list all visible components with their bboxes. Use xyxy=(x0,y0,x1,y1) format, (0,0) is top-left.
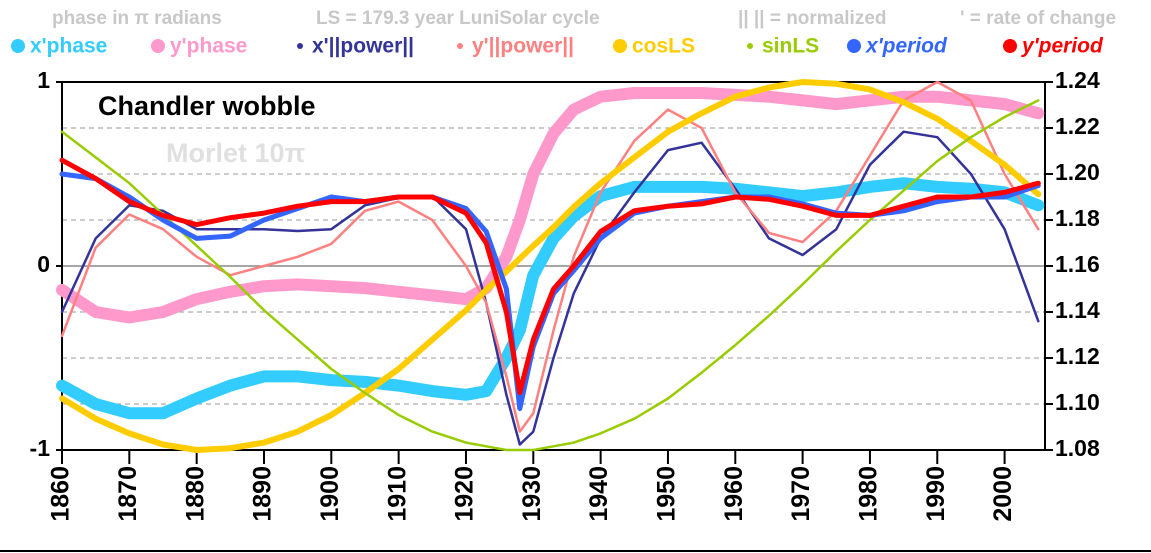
y2-tick-label: 1.16 xyxy=(1055,251,1100,277)
x-tick-label: 1910 xyxy=(383,466,411,522)
y-tick-label: -1 xyxy=(30,435,51,461)
x-tick-label: 1870 xyxy=(114,466,142,522)
legend-label: x'period xyxy=(865,35,948,58)
legend-marker xyxy=(151,39,165,53)
x-tick-label: 1960 xyxy=(720,466,748,522)
series-line xyxy=(60,80,1040,433)
header-note: LS = 179.3 year LuniSolar cycle xyxy=(316,8,600,29)
legend-label: y'phase xyxy=(170,35,247,58)
x-tick-label: 1940 xyxy=(585,466,613,522)
header-note: || || = normalized xyxy=(738,8,887,29)
legend-marker xyxy=(747,43,753,49)
legend-label: x'||power|| xyxy=(312,35,414,58)
legend-label: cosLS xyxy=(632,35,695,58)
y2-tick-label: 1.18 xyxy=(1055,205,1100,231)
legend-label: x'phase xyxy=(30,35,107,58)
y-tick-label: 1 xyxy=(37,67,50,93)
legend-marker xyxy=(613,39,627,53)
y2-tick-label: 1.20 xyxy=(1055,159,1100,185)
y2-tick-label: 1.12 xyxy=(1055,343,1100,369)
x-tick-label: 2000 xyxy=(989,466,1017,522)
header-note: ' = rate of change xyxy=(960,8,1116,29)
x-tick-label: 1970 xyxy=(787,466,815,522)
x-tick-label: 1980 xyxy=(855,466,883,522)
y2-tick-label: 1.08 xyxy=(1055,435,1100,461)
series-line xyxy=(60,99,1040,452)
x-tick-label: 1920 xyxy=(451,466,479,522)
y2-tick-label: 1.14 xyxy=(1055,297,1100,323)
x-tick-label: 1990 xyxy=(922,466,950,522)
legend-marker xyxy=(1003,39,1017,53)
y-tick-label: 0 xyxy=(37,251,50,277)
x-tick-label: 1950 xyxy=(653,466,681,522)
series-line xyxy=(59,157,1041,395)
legend-marker xyxy=(457,43,463,49)
x-tick-label: 1880 xyxy=(181,466,209,522)
legend-label: y'period xyxy=(1021,35,1104,58)
legend-label: y'||power|| xyxy=(472,35,574,58)
legend-marker xyxy=(297,43,303,49)
y2-tick-label: 1.24 xyxy=(1055,67,1100,93)
legend-marker xyxy=(11,39,25,53)
x-tick-label: 1930 xyxy=(518,466,546,522)
x-tick-label: 1900 xyxy=(316,466,344,522)
y2-tick-label: 1.10 xyxy=(1055,389,1100,415)
annotation: Morlet 10π xyxy=(166,138,305,168)
legend-marker xyxy=(847,39,861,53)
y2-tick-label: 1.22 xyxy=(1055,113,1100,139)
series-line xyxy=(59,79,1042,453)
series-line xyxy=(56,87,1045,324)
plot-frame xyxy=(61,81,1046,451)
x-tick-label: 1860 xyxy=(47,466,75,522)
header-note: phase in π radians xyxy=(52,8,222,29)
x-tick-label: 1890 xyxy=(249,466,277,522)
annotation: Chandler wobble xyxy=(98,91,316,121)
legend-label: sinLS xyxy=(762,35,819,58)
plot-area: 1.08 1.10 1.12 1.14 1.16 1.18 1.20 1.22 1.24 -1 0 1… xyxy=(30,67,1100,522)
